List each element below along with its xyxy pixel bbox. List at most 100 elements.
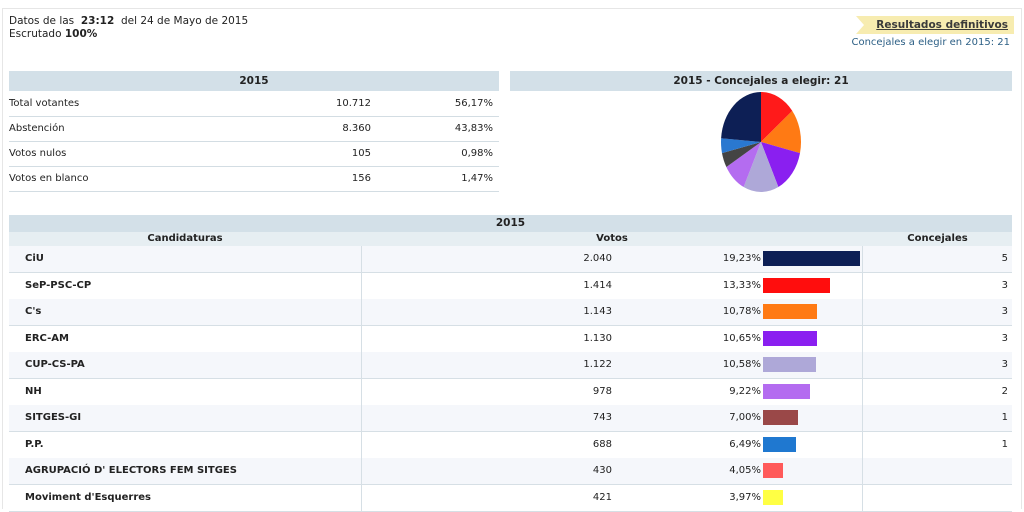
party-seats: 3 <box>1001 306 1008 317</box>
party-percent: 9,22% <box>729 385 761 397</box>
party-votes: 1.122 <box>361 352 612 378</box>
results-year-header: 2015 <box>9 215 1012 232</box>
pie-slice-erc-am <box>761 142 800 188</box>
party-percent: 3,97% <box>729 491 761 503</box>
summary-value: 10.712 <box>336 98 371 109</box>
party-name: SITGES-GI <box>25 412 82 423</box>
party-row: SeP-PSC-CP 1.414 13,33% 3 <box>9 272 1012 300</box>
party-bar-cell <box>762 458 863 484</box>
results-column-headers: Candidaturas Votos Concejales <box>9 232 1012 247</box>
party-row: Moviment d'Esquerres 421 3,97% <box>9 484 1012 512</box>
summary-value: 8.360 <box>342 123 371 134</box>
pie-slice-cup-cs-pa <box>743 142 779 192</box>
party-seats: 3 <box>1001 279 1008 291</box>
party-bar-cell <box>762 431 863 458</box>
party-bar-cell <box>762 246 863 272</box>
party-seats: 2 <box>1001 385 1008 397</box>
party-row: AGRUPACIÓ D' ELECTORS FEM SITGES 430 4,05% <box>9 458 1012 485</box>
party-votes: 688 <box>361 431 612 458</box>
party-percent: 19,23% <box>722 253 761 264</box>
col-votos: Votos <box>596 233 628 244</box>
party-bar-cell <box>762 352 863 378</box>
party-bar-cell <box>762 484 863 511</box>
party-bar-cell <box>762 378 863 405</box>
pie-slice-p-p- <box>721 138 761 154</box>
seats-pie-chart <box>721 92 801 192</box>
party-seats: 3 <box>1001 332 1008 344</box>
summary-percent: 1,47% <box>461 173 493 184</box>
pie-slice-nh <box>726 142 761 188</box>
party-name: Moviment d'Esquerres <box>25 491 152 503</box>
party-seats: 5 <box>1001 253 1008 264</box>
party-row: C's 1.143 10,78% 3 <box>9 299 1012 326</box>
summary-percent: 0,98% <box>461 148 493 159</box>
party-name: CUP-CS-PA <box>25 359 85 370</box>
party-name: P.P. <box>25 438 44 450</box>
party-votes: 743 <box>361 405 612 431</box>
pie-chart-title: 2015 - Concejales a elegir: 21 <box>510 71 1012 91</box>
summary-title: 2015 <box>9 71 499 91</box>
summary-value: 156 <box>351 173 371 184</box>
party-percent: 10,65% <box>722 332 761 344</box>
party-row: CUP-CS-PA 1.122 10,58% 3 <box>9 352 1012 379</box>
party-row: NH 978 9,22% 2 <box>9 378 1012 406</box>
summary-row: Total votantes 10.712 56,17% <box>9 92 499 117</box>
resultados-2011-link[interactable]: Resultados definitivos 2011 <box>856 16 1014 34</box>
party-votes: 1.143 <box>361 299 612 325</box>
summary-label: Total votantes <box>9 98 80 109</box>
pie-slice-sitges-gi <box>722 142 761 167</box>
summary-row: Abstención 8.360 43,83% <box>9 117 499 142</box>
party-vote-bar <box>763 330 817 346</box>
summary-percent: 56,17% <box>454 98 493 109</box>
pie-slice-sep-psc-cp <box>761 92 793 142</box>
pie-slice-ciu <box>721 92 761 142</box>
summary-percent: 43,83% <box>454 123 493 134</box>
party-name: AGRUPACIÓ D' ELECTORS FEM SITGES <box>25 465 237 476</box>
scrutiny-header: Datos de las 23:12 del 24 de Mayo de 201… <box>9 15 248 41</box>
party-vote-bar <box>763 383 810 399</box>
pie-slice-c-s <box>761 110 801 154</box>
party-percent: 13,33% <box>722 279 761 291</box>
party-vote-bar <box>763 304 818 319</box>
party-row: ERC-AM 1.130 10,65% 3 <box>9 325 1012 353</box>
party-percent: 4,05% <box>729 465 761 476</box>
party-row: P.P. 688 6,49% 1 <box>9 431 1012 459</box>
party-name: SeP-PSC-CP <box>25 279 92 291</box>
party-bar-cell <box>762 405 863 431</box>
party-name: CiU <box>25 253 44 264</box>
summary-row: Votos nulos 105 0,98% <box>9 142 499 167</box>
col-concejales: Concejales <box>907 233 968 244</box>
party-vote-bar <box>763 251 860 266</box>
party-seats: 1 <box>1001 438 1008 450</box>
party-percent: 7,00% <box>729 412 761 423</box>
data-timestamp: Datos de las 23:12 del 24 de Mayo de 201… <box>9 15 249 27</box>
party-votes: 421 <box>361 484 612 511</box>
party-vote-bar <box>763 463 784 478</box>
party-name: C's <box>25 306 42 317</box>
col-candidaturas: Candidaturas <box>147 233 223 244</box>
summary-label: Abstención <box>9 123 65 134</box>
party-seats: 1 <box>1001 412 1008 423</box>
party-vote-bar <box>763 436 796 452</box>
party-vote-bar <box>763 410 799 425</box>
party-bar-cell <box>762 299 863 325</box>
escrutado-status: Escrutado 100% <box>9 28 98 40</box>
party-vote-bar <box>763 489 784 505</box>
summary-label: Votos nulos <box>9 148 67 159</box>
party-percent: 6,49% <box>729 438 761 450</box>
summary-row: Votos en blanco 156 1,47% <box>9 167 499 192</box>
party-name: ERC-AM <box>25 332 69 344</box>
party-bar-cell <box>762 325 863 352</box>
party-votes: 430 <box>361 458 612 484</box>
party-votes: 1.414 <box>361 272 612 299</box>
summary-value: 105 <box>351 148 371 159</box>
party-votes: 978 <box>361 378 612 405</box>
party-name: NH <box>25 385 42 397</box>
party-percent: 10,78% <box>722 306 761 317</box>
party-bar-cell <box>762 272 863 299</box>
concejales-note: Concejales a elegir en 2015: 21 <box>851 37 1010 48</box>
party-vote-bar <box>763 277 831 293</box>
party-votes: 1.130 <box>361 325 612 352</box>
summary-label: Votos en blanco <box>9 173 89 184</box>
party-percent: 10,58% <box>722 359 761 370</box>
